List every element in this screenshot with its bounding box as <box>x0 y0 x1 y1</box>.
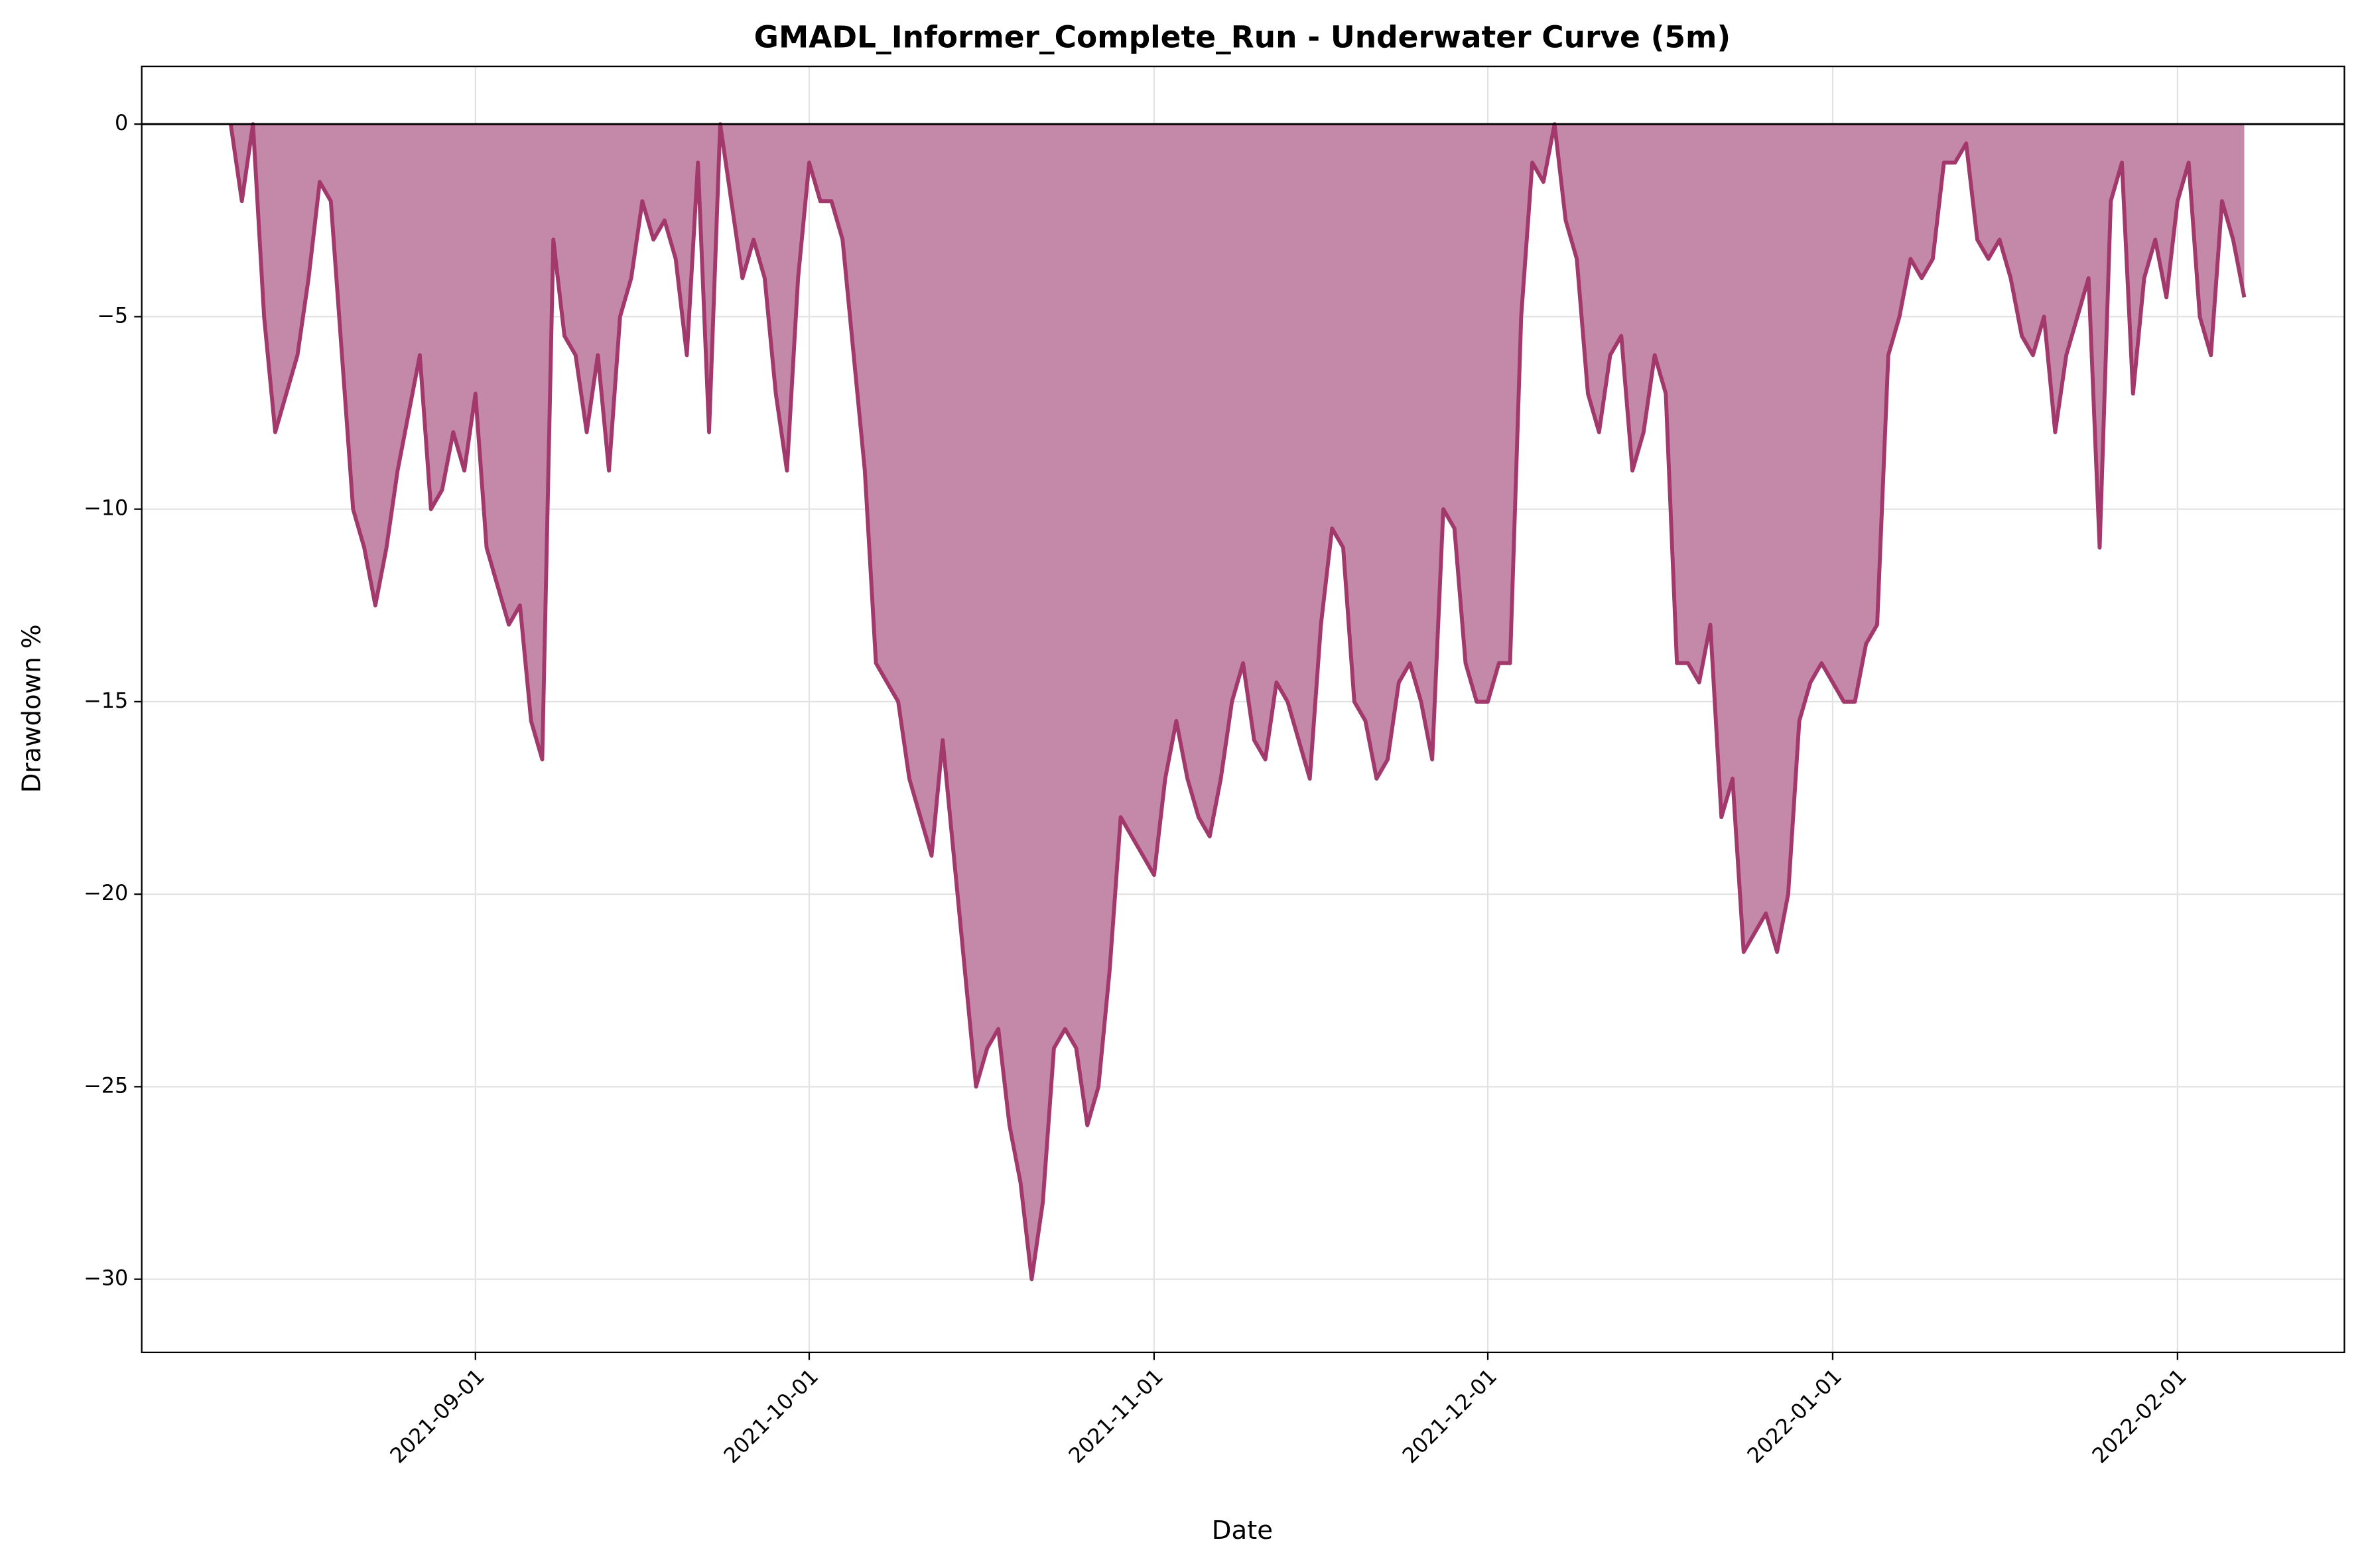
y-tick-label: −25 <box>84 1073 128 1098</box>
x-axis-label: Date <box>1212 1516 1273 1545</box>
y-tick-label: −10 <box>84 495 128 521</box>
plot-frame <box>141 65 2345 1354</box>
area <box>230 124 2245 1279</box>
y-tick-label: −30 <box>84 1266 128 1291</box>
y-axis-label: Drawdown % <box>17 624 47 793</box>
y-tick-label: −15 <box>84 688 128 713</box>
line <box>228 122 2247 1281</box>
y-tick-label: −20 <box>84 880 128 905</box>
chart-title: GMADL_Informer_Complete_Run - Underwater… <box>754 20 1731 55</box>
y-tick-label: −5 <box>97 302 128 328</box>
y-tick-label: 0 <box>115 110 128 135</box>
